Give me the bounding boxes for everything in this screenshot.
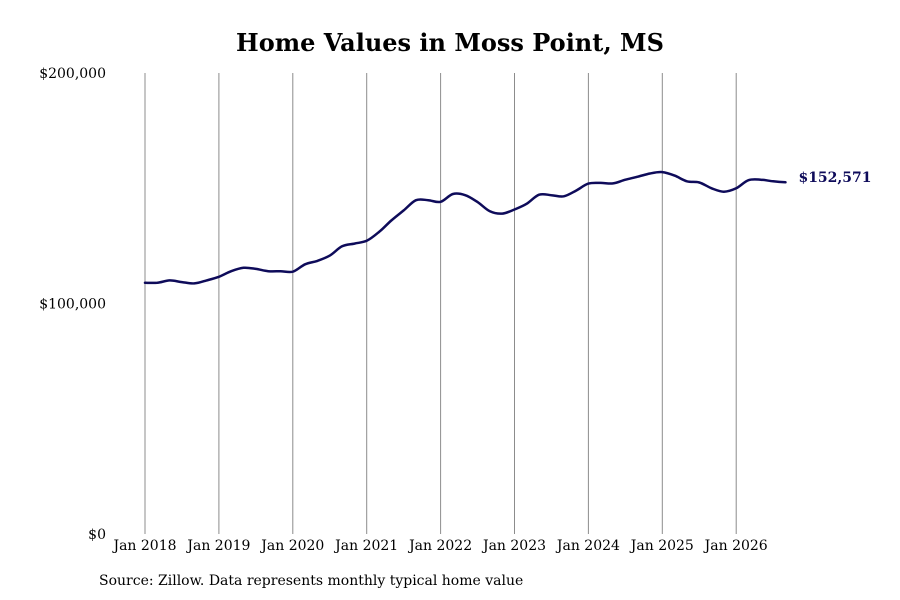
x-tick-label: Jan 2020 (259, 538, 324, 554)
end-value-label-group: $152,571 (798, 170, 871, 186)
x-tick-label: Jan 2024 (555, 538, 620, 554)
x-axis-ticks: Jan 2018 Jan 2019 Jan 2020 Jan 2021 Jan 2022… (111, 538, 767, 554)
y-tick-label: $200,000 (39, 66, 106, 82)
x-tick-label: Jan 2018 (111, 538, 176, 554)
x-tick-label: Jan 2022 (407, 538, 472, 554)
y-axis-ticks: $0 $100,000 $200,000 (39, 66, 106, 543)
series-home-value (143, 170, 787, 285)
gridlines (144, 73, 737, 534)
x-tick-label: Jan 2019 (185, 538, 250, 554)
x-tick-label: Jan 2025 (629, 538, 694, 554)
series-line (143, 170, 787, 285)
x-tick-label: Jan 2021 (333, 538, 398, 554)
y-tick-label: $100,000 (39, 297, 106, 313)
x-tick-label: Jan 2023 (481, 538, 546, 554)
x-tick-label: Jan 2026 (703, 538, 768, 554)
source-note: Source: Zillow. Data represents monthly … (99, 573, 524, 589)
y-tick-label: $0 (88, 527, 106, 543)
chart-title: Home Values in Moss Point, MS (236, 28, 664, 57)
end-value-label: $152,571 (798, 170, 871, 186)
